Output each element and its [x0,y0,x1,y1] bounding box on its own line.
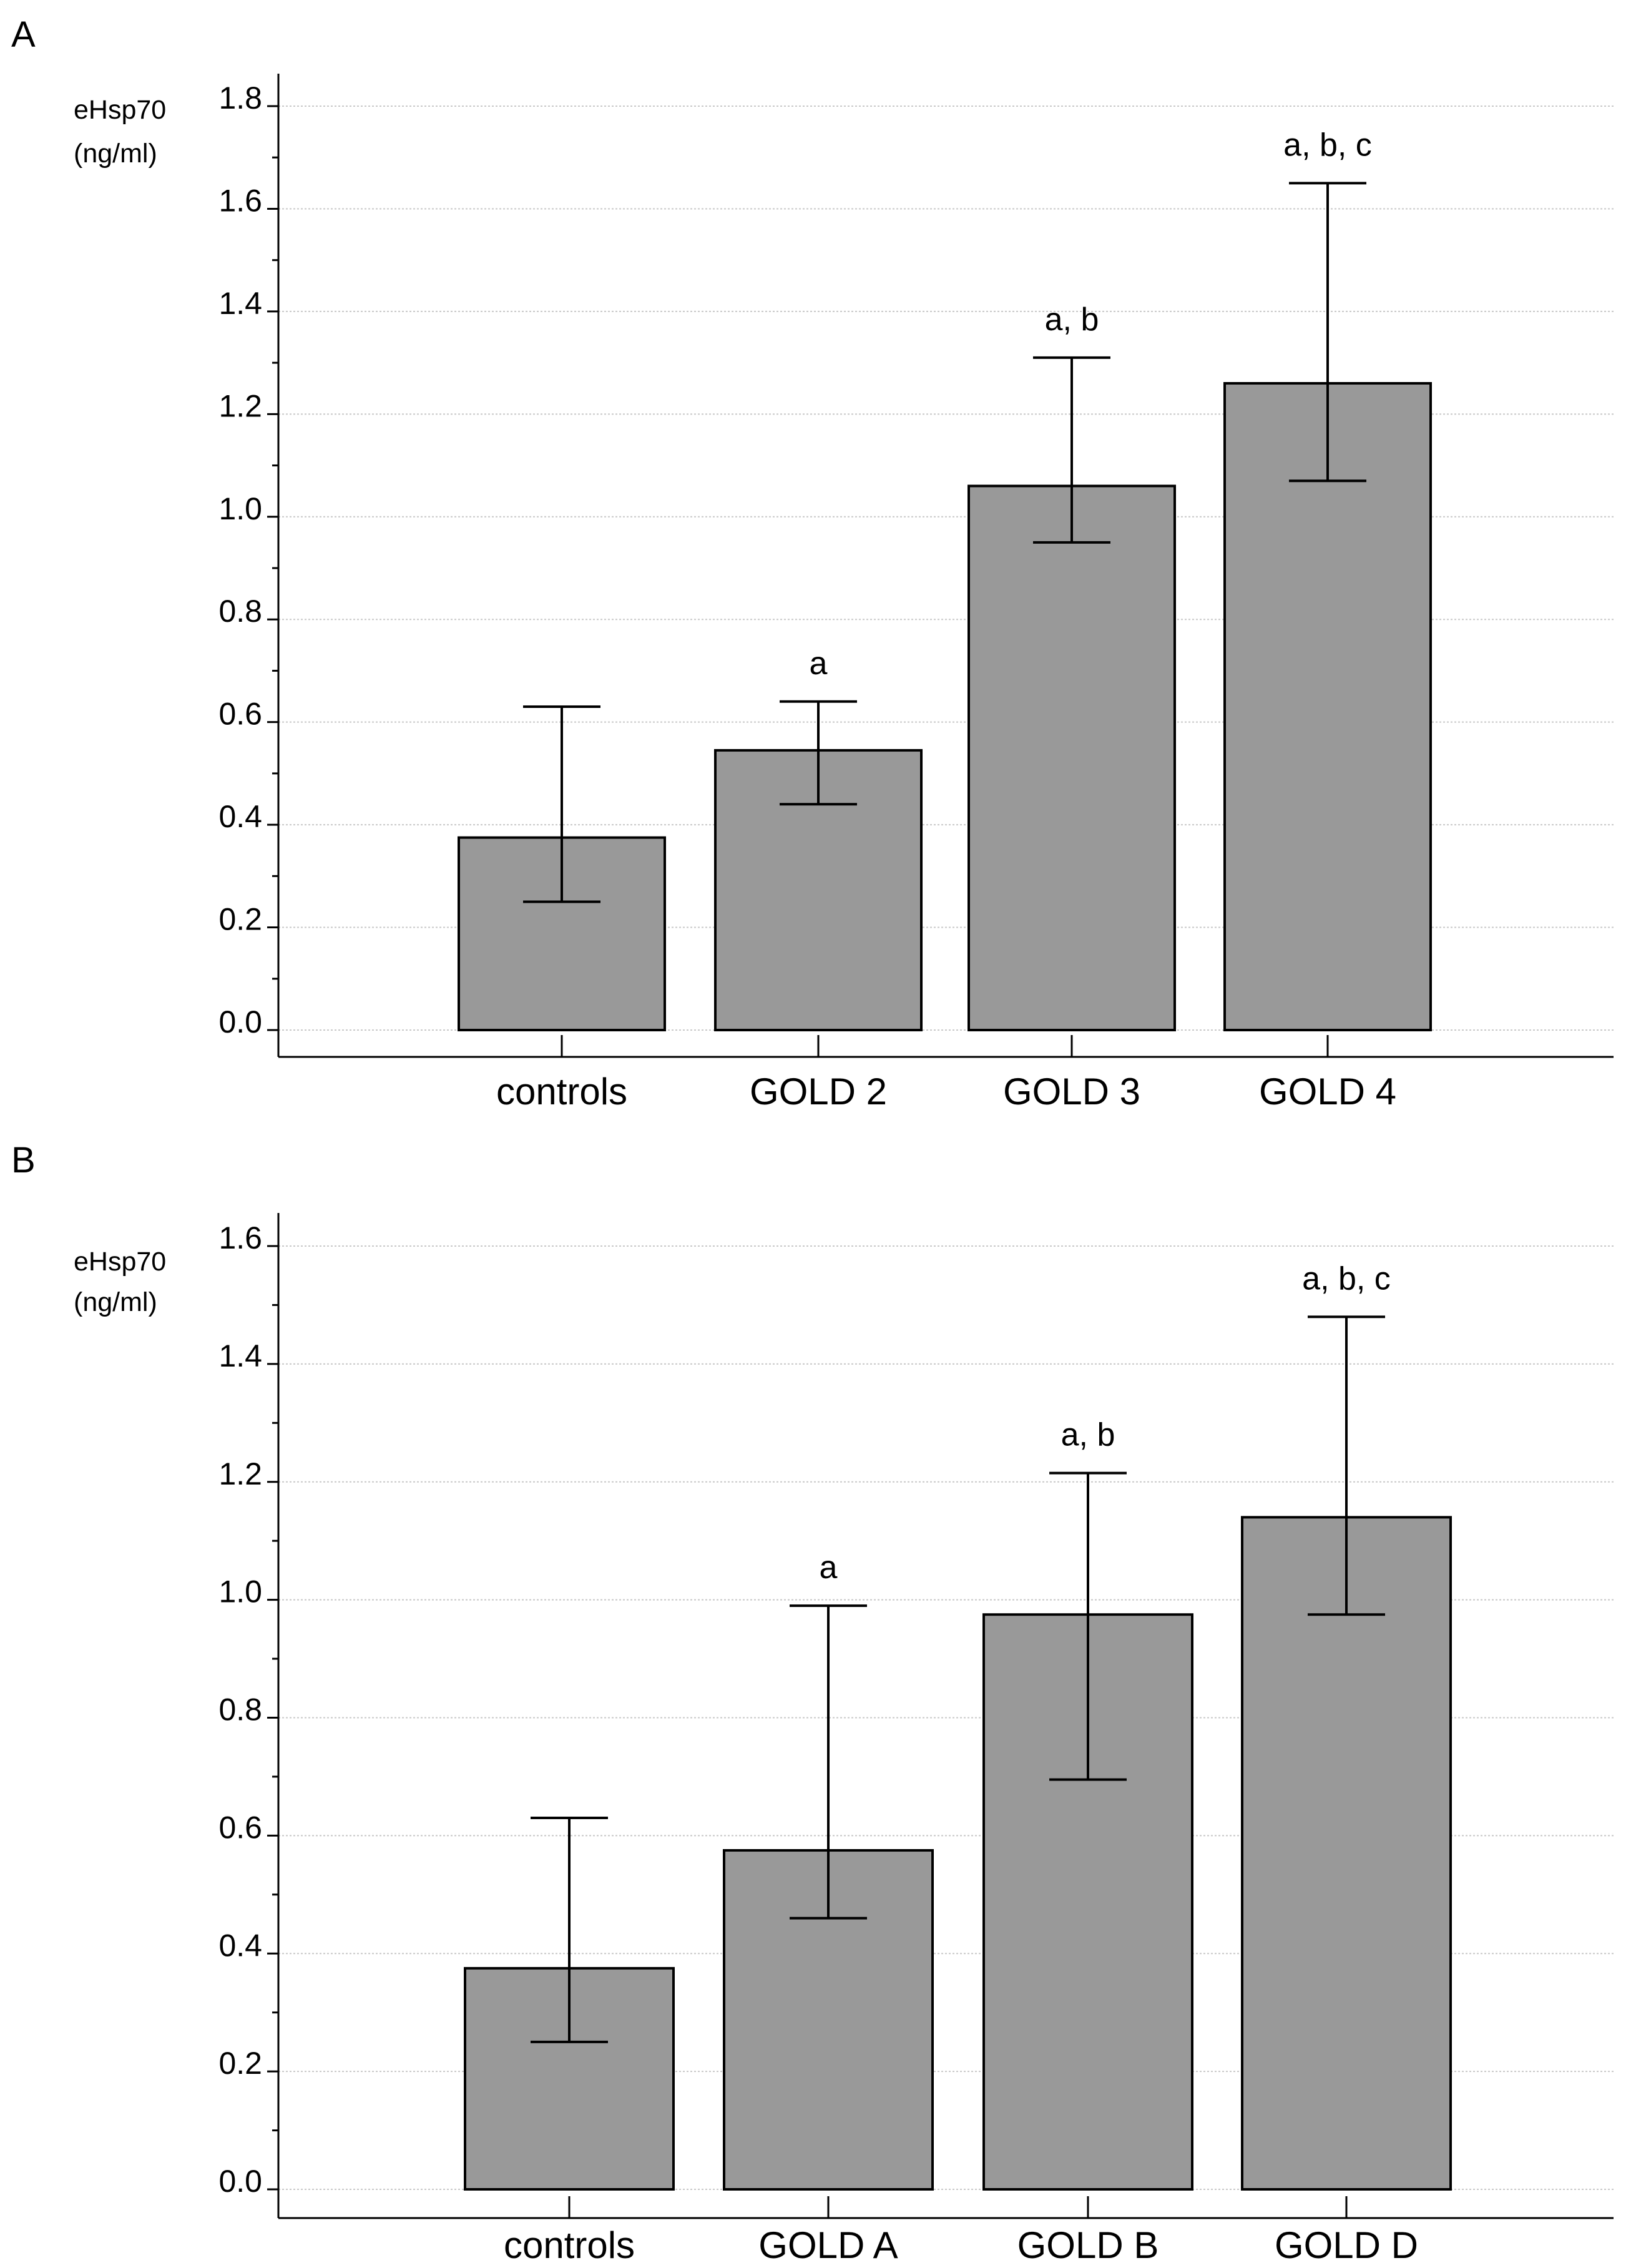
x-tick-label: GOLD 3 [1003,1071,1140,1112]
x-tick-label: controls [496,1071,627,1112]
y-axis-label-line-1: eHsp70 [74,1247,166,1277]
bar-gold-3 [968,484,1176,1031]
bar-gold-d [1241,1516,1452,2191]
y-tick-label: 0.4 [218,1928,262,1963]
y-tick-label: 1.0 [218,1574,262,1609]
y-tick-label: 0.6 [218,697,262,732]
significance-label: a [820,1549,838,1586]
y-tick-label: 1.4 [218,1338,262,1373]
x-tick-label: GOLD 2 [750,1071,887,1112]
y-tick-label: 1.6 [218,1220,262,1255]
y-tick-label: 1.2 [218,388,262,423]
y-tick-label: 1.2 [218,1456,262,1491]
y-tick-label: 1.8 [218,81,262,115]
x-tick-label: GOLD D [1275,2224,1418,2266]
x-tick-label: GOLD 4 [1259,1071,1396,1112]
y-tick-label: 0.0 [218,2164,262,2199]
significance-label: a, b, c [1302,1260,1391,1297]
y-tick-label: 0.8 [218,594,262,629]
significance-label: a, b, c [1283,127,1372,163]
significance-label: a, b [1061,1417,1115,1453]
y-tick-label: 0.0 [218,1004,262,1039]
bar-gold-4 [1223,382,1432,1031]
y-axis-label-line-2: (ng/ml) [74,1287,157,1317]
y-tick-label: 1.6 [218,183,262,218]
panel-letter: A [11,14,36,55]
y-tick-label: 0.2 [218,902,262,937]
x-tick-label: GOLD A [758,2224,898,2266]
y-axis-label-line-1: eHsp70 [74,95,166,125]
x-tick-label: controls [504,2224,635,2266]
y-tick-label: 1.4 [218,286,262,321]
y-tick-label: 0.8 [218,1692,262,1727]
y-axis-label-line-2: (ng/ml) [74,139,157,169]
significance-label: a, b [1045,302,1099,338]
y-tick-label: 0.6 [218,1810,262,1845]
significance-label: a [810,646,828,682]
y-tick-label: 1.0 [218,491,262,526]
x-tick-label: GOLD B [1017,2224,1159,2266]
y-tick-label: 0.2 [218,2046,262,2081]
panel-letter: B [11,1140,36,1181]
y-tick-label: 0.4 [218,799,262,834]
